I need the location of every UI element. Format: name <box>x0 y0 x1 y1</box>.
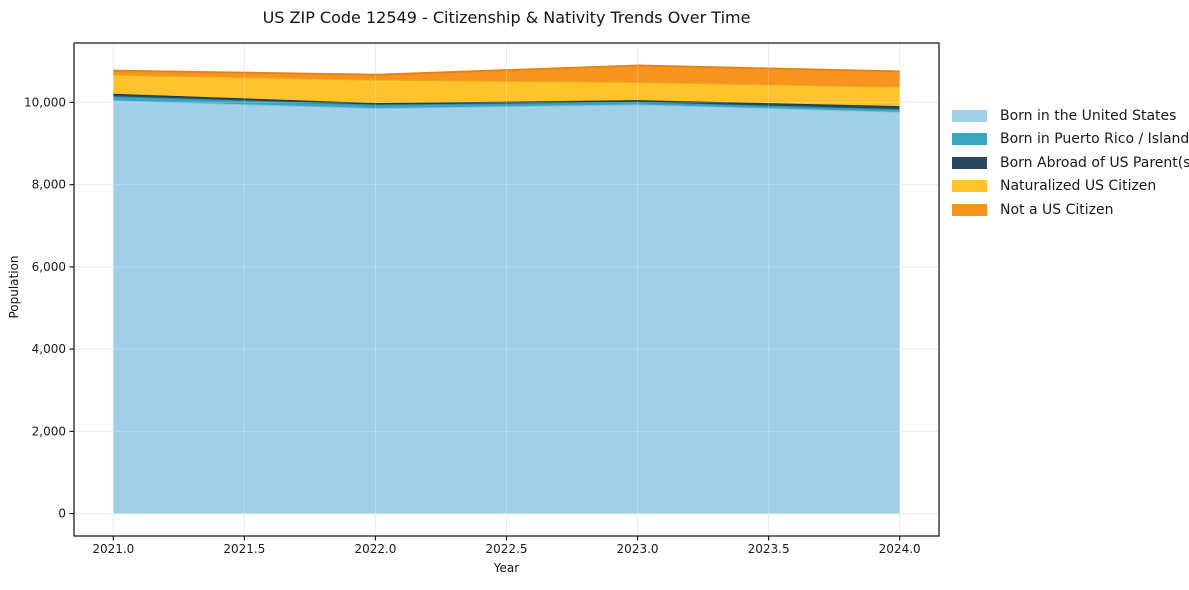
chart-title: US ZIP Code 12549 - Citizenship & Nativi… <box>262 8 751 27</box>
legend-label: Naturalized US Citizen <box>1000 178 1157 194</box>
legend-label: Born Abroad of US Parent(s) <box>1000 154 1189 171</box>
x-axis-label: Year <box>493 561 520 575</box>
legend: Born in the United States Born in Puerto … <box>952 106 1189 224</box>
legend-item: Born in the United States <box>952 106 1189 125</box>
legend-label: Born in Puerto Rico / Islands <box>1000 131 1189 147</box>
legend-swatch <box>952 133 987 145</box>
legend-item: Naturalized US Citizen <box>952 177 1189 196</box>
area-series <box>113 100 900 514</box>
x-tick-label: 2024.0 <box>879 542 921 556</box>
legend-swatch <box>952 109 987 122</box>
x-tick-label: 2021.0 <box>92 542 134 556</box>
x-tick-label: 2023.5 <box>748 542 790 556</box>
x-tick-label: 2022.0 <box>354 542 396 556</box>
y-tick-label: 0 <box>58 507 66 521</box>
x-tick-label: 2023.0 <box>617 542 659 556</box>
legend-item: Born Abroad of US Parent(s) <box>952 153 1189 172</box>
legend-item: Born in Puerto Rico / Islands <box>952 130 1189 149</box>
area-series <box>113 74 900 107</box>
legend-label: Not a US Citizen <box>1000 201 1114 218</box>
y-tick-label: 2,000 <box>32 424 66 438</box>
area-series <box>113 65 900 87</box>
y-tick-label: 8,000 <box>32 178 66 192</box>
y-tick-label: 10,000 <box>24 95 66 109</box>
legend-swatch <box>952 156 987 169</box>
legend-swatch <box>952 203 987 216</box>
y-tick-label: 6,000 <box>32 260 66 274</box>
x-tick-label: 2021.5 <box>223 542 265 556</box>
area-top-edge <box>113 64 900 76</box>
legend-item: Not a US Citizen <box>952 200 1189 219</box>
legend-swatch <box>952 180 987 192</box>
x-tick-label: 2022.5 <box>486 542 528 556</box>
y-tick-label: 4,000 <box>32 342 66 356</box>
legend-label: Born in the United States <box>1000 107 1177 124</box>
